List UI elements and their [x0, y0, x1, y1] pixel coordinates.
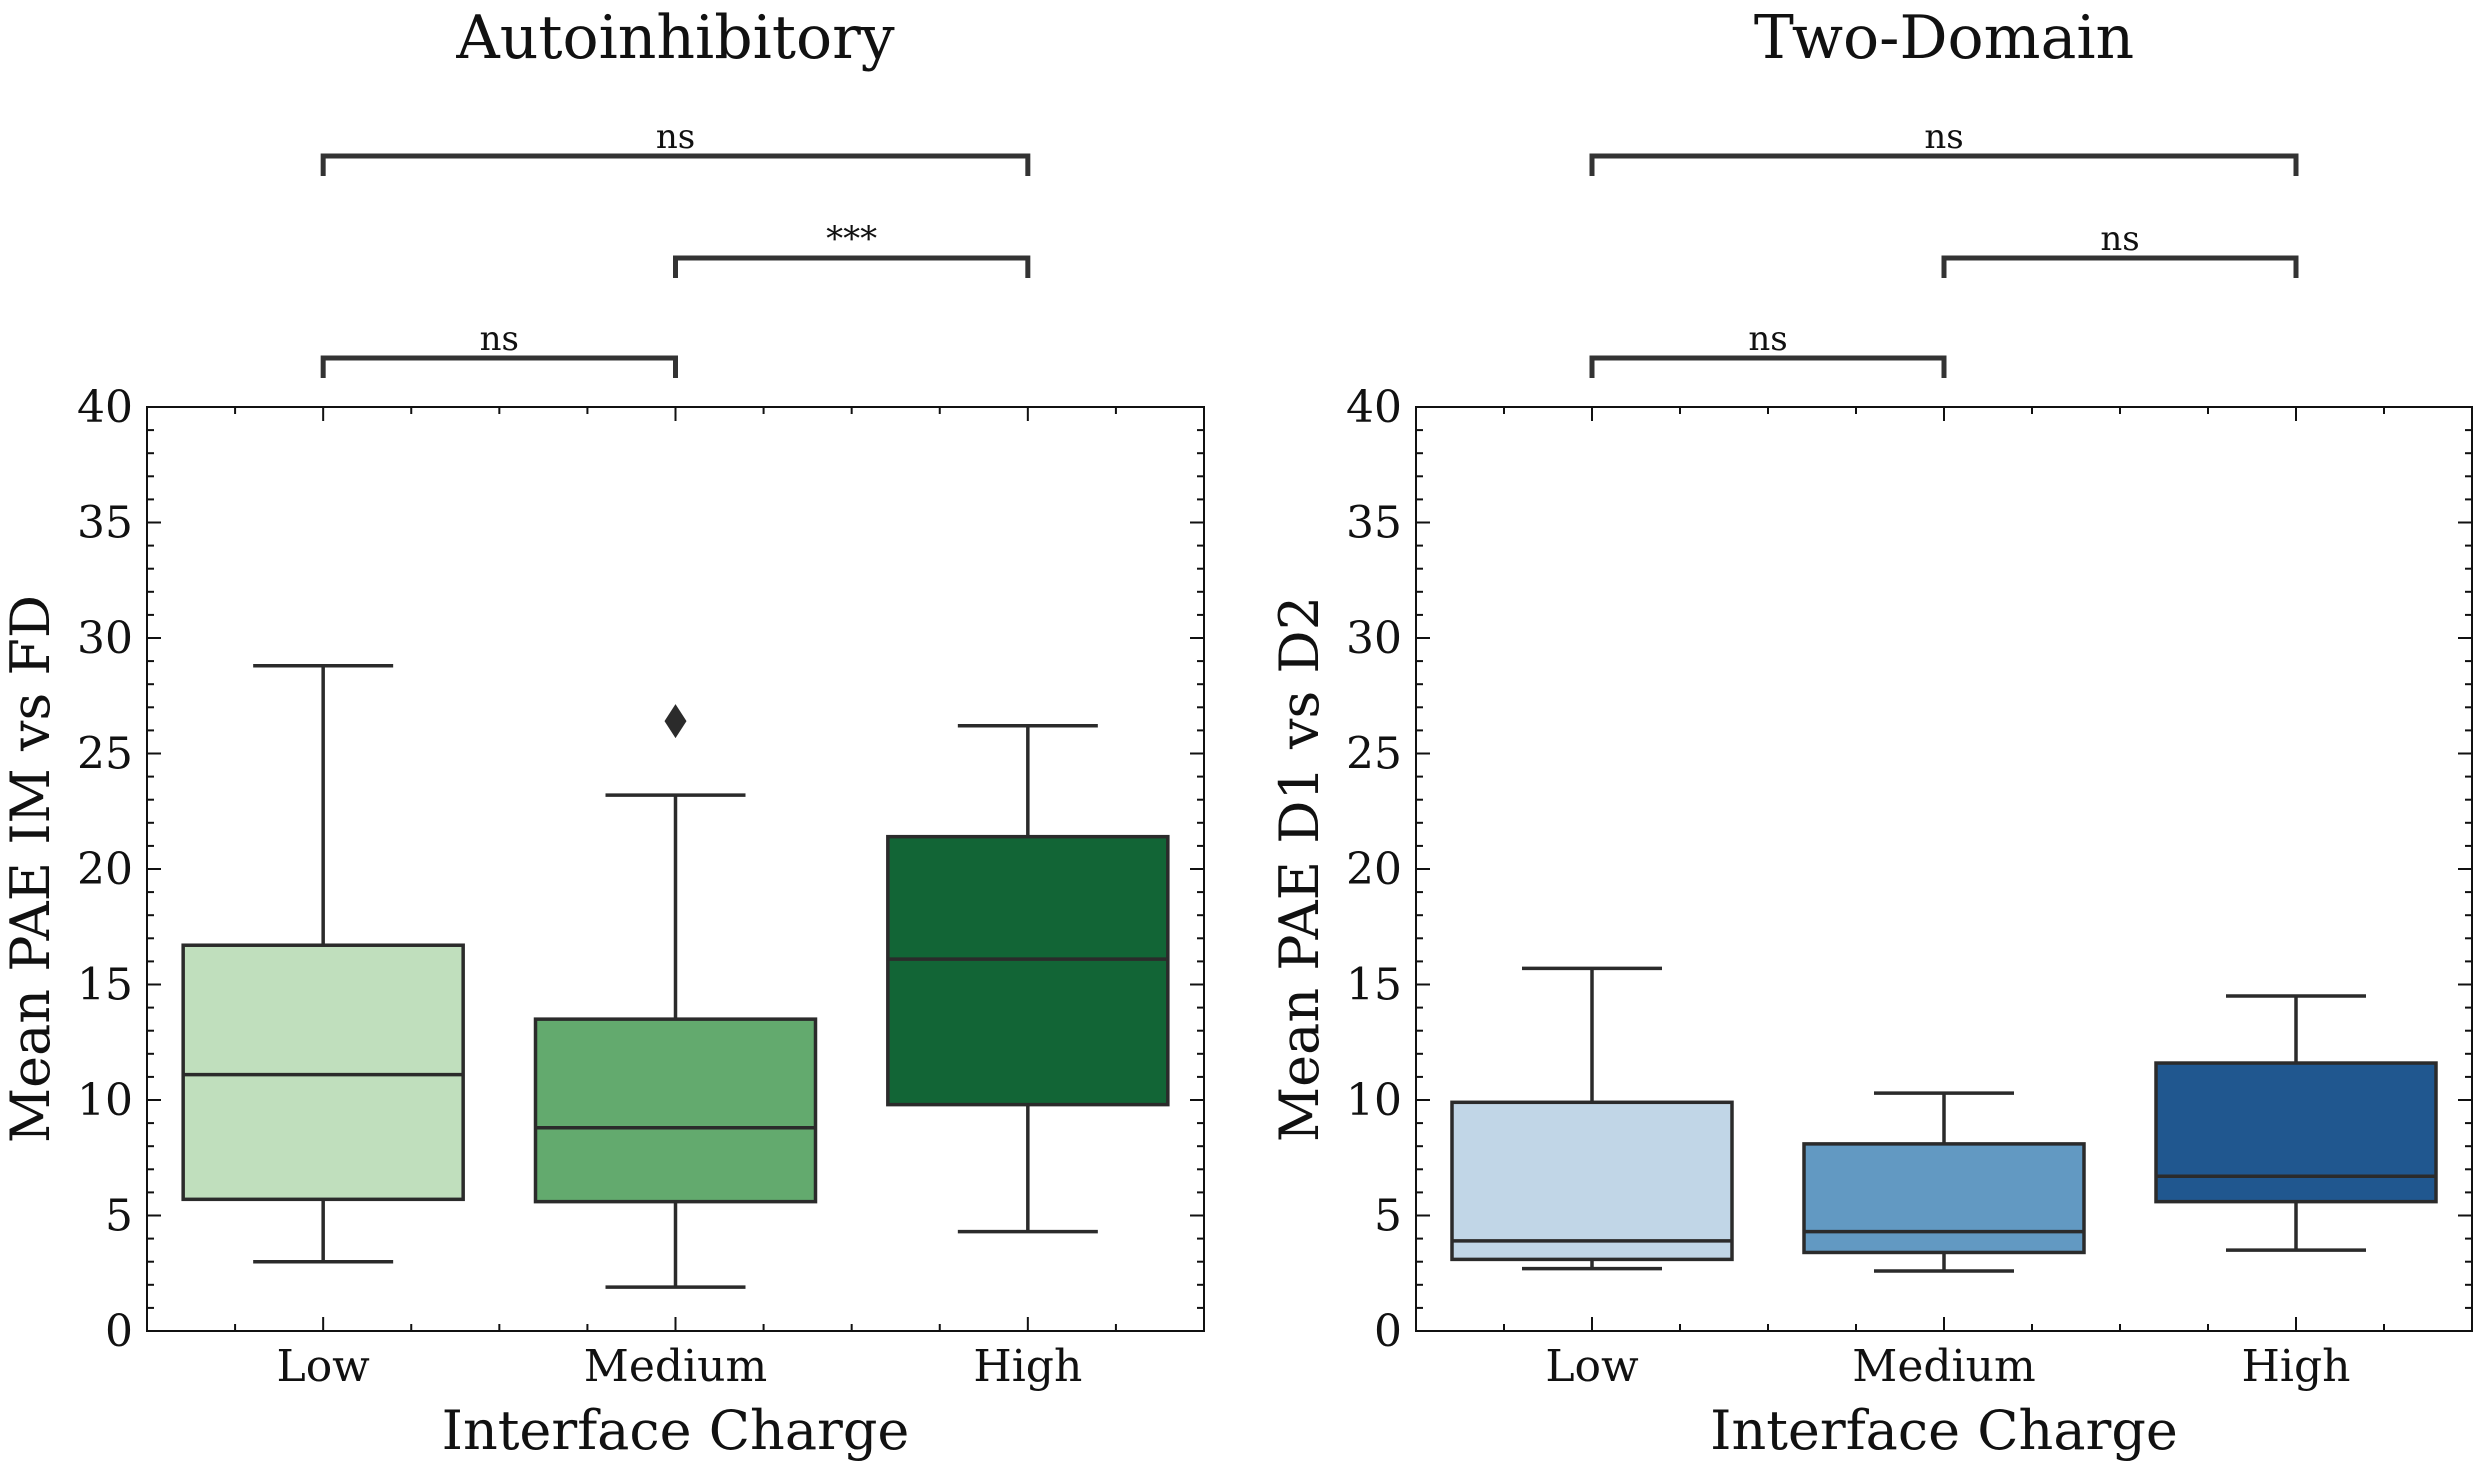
y-tick-label: 10 [77, 1075, 133, 1126]
y-tick-label: 20 [1346, 844, 1402, 895]
significance-bracket: ns [1589, 117, 2299, 176]
significance-label: ns [2100, 219, 2139, 259]
y-tick-label: 10 [1346, 1075, 1402, 1126]
y-tick-label: 25 [1346, 729, 1402, 780]
box-medium [1802, 1091, 2086, 1273]
bracket-line [320, 355, 678, 378]
y-axis-label: Mean PAE IM vs FD [0, 595, 62, 1143]
panel-title: Two-Domain [1754, 3, 2134, 73]
bracket-line [673, 255, 1031, 278]
significance-label: ns [1924, 117, 1963, 157]
y-tick-label: 15 [77, 960, 133, 1011]
bracket-line [1589, 355, 1947, 378]
bracket-line [1589, 153, 2299, 176]
bracket-line [1941, 255, 2299, 278]
box-body [1802, 1142, 2086, 1255]
box-body [1450, 1100, 1734, 1262]
y-tick-label: 5 [1374, 1191, 1402, 1242]
y-tick-label: 15 [1346, 960, 1402, 1011]
box-low [181, 663, 465, 1264]
chart-panel-2: 0 5 10 15 20 25 30 35 40 Low Medium High Interface C… [1268, 3, 2473, 1462]
x-tick-label-low: Low [1545, 1341, 1639, 1392]
y-tick-label: 35 [1346, 498, 1402, 549]
bracket-line [320, 153, 1031, 176]
significance-label: ns [1748, 319, 1787, 359]
y-tick-label: 25 [77, 729, 133, 780]
y-tick-label: 30 [1346, 613, 1402, 664]
x-tick-label-medium: Medium [584, 1341, 767, 1392]
x-tick-label-high: High [2242, 1341, 2351, 1392]
x-tick-label-high: High [973, 1341, 1082, 1392]
outlier-point [664, 704, 687, 739]
significance-bracket: ns [1589, 319, 1947, 378]
y-tick-label: 40 [1346, 382, 1402, 433]
box-body [886, 834, 1170, 1107]
y-tick-label: 20 [77, 844, 133, 895]
y-tick-label: 30 [77, 613, 133, 664]
box-body [533, 1017, 818, 1204]
y-tick-label: 0 [1374, 1306, 1402, 1357]
box-low [1450, 966, 1734, 1271]
box-body [2154, 1061, 2438, 1204]
significance-bracket: ns [320, 117, 1031, 176]
y-tick-label: 5 [105, 1191, 133, 1242]
significance-bracket: *** [673, 219, 1031, 278]
y-tick-label: 40 [77, 382, 133, 433]
y-tick-label: 0 [105, 1306, 133, 1357]
significance-label: *** [826, 219, 877, 259]
significance-bracket: ns [320, 319, 678, 378]
panel-title: Autoinhibitory [455, 3, 894, 73]
significance-bracket: ns [1941, 219, 2299, 278]
x-axis-label: Interface Charge [442, 1399, 910, 1462]
box-medium [533, 704, 818, 1289]
box-high [2154, 994, 2438, 1252]
x-tick-label-medium: Medium [1852, 1341, 2035, 1392]
x-axis-label: Interface Charge [1710, 1399, 2178, 1462]
significance-label: ns [480, 319, 519, 359]
box-high [886, 724, 1170, 1234]
box-body [181, 943, 465, 1202]
chart-panel-1: 0 5 10 15 20 25 30 35 40 Low Medium High Interface C… [0, 3, 1205, 1462]
y-tick-label: 35 [77, 498, 133, 549]
y-axis-label: Mean PAE D1 vs D2 [1268, 596, 1331, 1142]
x-tick-label-low: Low [276, 1341, 370, 1392]
significance-label: ns [656, 117, 695, 157]
